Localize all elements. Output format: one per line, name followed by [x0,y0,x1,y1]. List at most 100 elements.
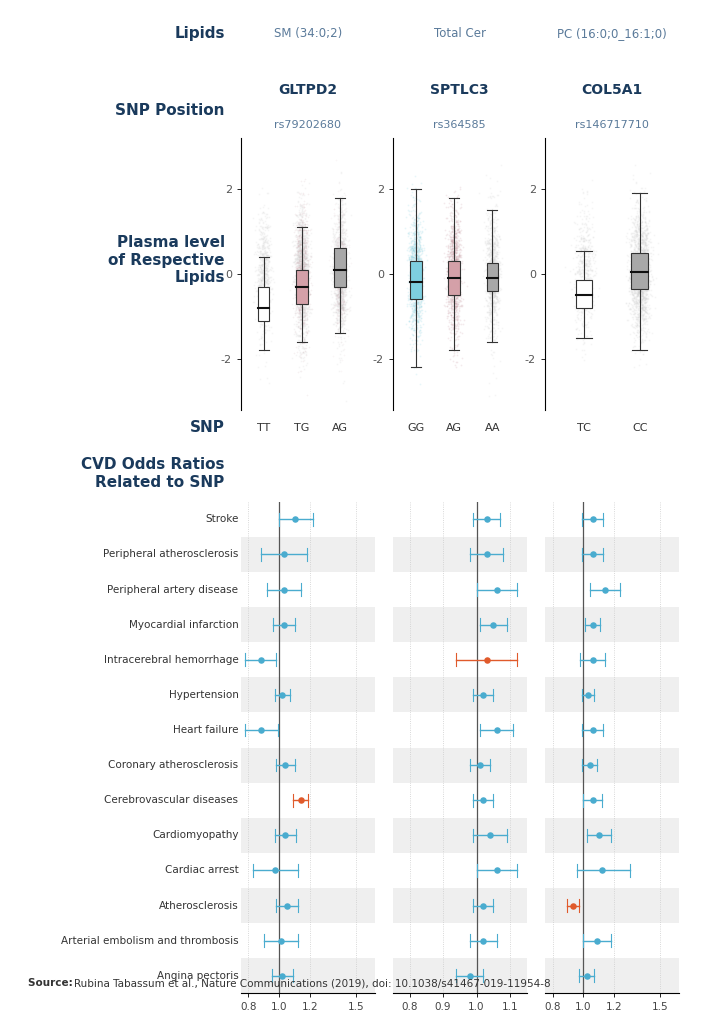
Point [419,259,430,275]
Point [641,257,652,273]
Point [291,272,302,289]
Point [413,287,425,303]
Point [451,298,463,314]
Point [337,237,348,253]
Point [640,227,651,244]
Point [585,234,596,251]
Point [256,286,267,302]
Point [630,327,642,343]
Point [257,276,268,293]
Point [256,263,267,280]
Point [337,267,348,284]
Point [632,243,643,259]
Point [293,301,305,317]
Point [483,253,494,269]
Point [570,265,581,282]
Point [333,197,344,213]
Point [625,305,636,322]
Point [635,211,646,227]
Point [294,247,305,263]
Point [340,245,351,261]
Point [297,229,308,246]
Point [293,234,304,251]
Point [301,196,312,212]
Point [336,274,347,291]
Point [413,236,425,252]
Point [255,722,266,738]
Point [296,236,307,252]
Point [484,220,496,237]
Point [413,309,425,326]
Point [634,257,645,273]
Point [451,245,462,261]
Point [444,265,455,282]
Point [337,283,348,299]
Point [477,897,489,913]
Bar [545,888,679,923]
Point [447,293,458,309]
Point [626,225,637,242]
Point [302,283,313,299]
Point [489,300,500,316]
Point [258,225,269,242]
Point [337,258,348,274]
Point [444,294,456,310]
Point [630,255,641,271]
Point [635,222,647,239]
Point [578,283,589,299]
Point [482,310,494,327]
Point [579,296,590,312]
Point [625,283,637,299]
Point [451,268,462,285]
Point [337,302,348,318]
Point [295,273,306,290]
Point [630,266,642,283]
Point [633,331,644,347]
Point [335,290,346,306]
Point [338,280,350,296]
Point [292,318,303,335]
Point [335,211,346,227]
Point [293,293,304,309]
Point [482,303,493,319]
Point [326,258,338,274]
Text: Angina pectoris: Angina pectoris [157,971,239,981]
Point [340,312,351,329]
Point [491,303,502,319]
Point [409,297,420,313]
Point [630,293,642,309]
Point [298,294,309,310]
Point [635,286,647,302]
Point [258,302,270,318]
Point [633,247,644,263]
Point [642,199,654,215]
Point [644,300,655,316]
Point [253,231,265,248]
Point [451,221,463,238]
Point [442,271,453,288]
Point [411,257,423,273]
Point [456,286,467,302]
Point [328,246,339,262]
Point [489,270,500,287]
Point [415,260,426,276]
Point [628,241,640,257]
Point [333,264,345,281]
Point [633,257,644,273]
Point [444,239,456,255]
Point [631,284,642,300]
Point [339,333,350,349]
Point [263,298,274,314]
Point [413,299,425,315]
Point [337,207,348,223]
Point [411,265,422,282]
Point [448,259,459,275]
Point [332,264,343,281]
Point [482,188,494,205]
Point [294,290,305,306]
Point [337,289,348,305]
Point [290,316,301,333]
Point [335,214,346,230]
Point [583,227,594,244]
Point [293,206,305,222]
